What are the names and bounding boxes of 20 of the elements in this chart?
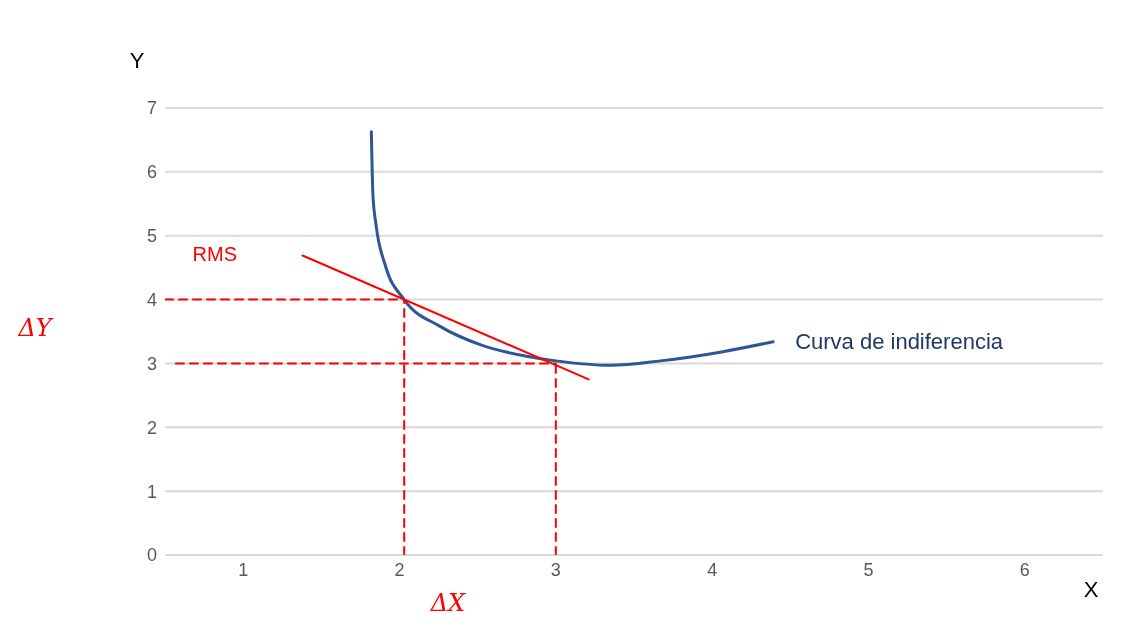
x-tick-label: 4 <box>707 559 718 580</box>
text: ΔY <box>17 314 54 342</box>
y-tick-label: 7 <box>146 98 157 119</box>
y-tick-label: 3 <box>146 353 157 374</box>
x-tick-label: 5 <box>863 559 874 580</box>
text: RMS <box>192 242 238 265</box>
y-tick-label: 4 <box>146 289 157 310</box>
y-tick-label: 0 <box>146 545 157 566</box>
x-tick-label: 3 <box>550 559 561 580</box>
series-label: Curva de indiferencia <box>795 328 1004 354</box>
x-tick-label: 6 <box>1019 559 1030 580</box>
x-tick-label: 1 <box>238 559 249 580</box>
x-tick-label: 2 <box>394 559 405 580</box>
y-tick-label: 2 <box>146 417 157 438</box>
y-tick-label: 1 <box>146 481 157 502</box>
text: ΔX <box>429 589 467 617</box>
y-tick-label: 5 <box>146 226 157 247</box>
y-tick-label: 6 <box>146 162 157 183</box>
x-axis-title: X <box>1083 577 1099 602</box>
y-axis-title: Y <box>129 48 145 73</box>
